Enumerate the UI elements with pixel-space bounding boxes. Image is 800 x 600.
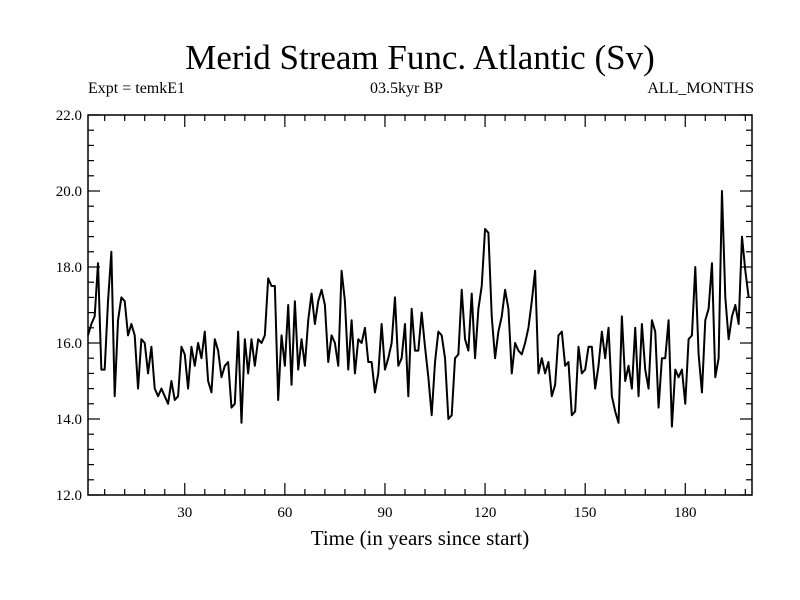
experiment-label: Expt = temkE1: [88, 80, 186, 97]
y-tick-label: 18.0: [56, 260, 82, 276]
months-label: ALL_MONTHS: [647, 80, 754, 97]
plot-frame: [87, 114, 753, 496]
y-tick-label: 20.0: [56, 184, 82, 200]
axis-tick-labels: 30 60 90 120 150 180 12.0 14.0 16.0 18.0 20.0 22.0: [56, 108, 697, 521]
x-tick-label: 90: [377, 505, 392, 521]
x-tick-label: 60: [277, 505, 292, 521]
y-tick-label: 12.0: [56, 488, 82, 504]
x-tick-label: 30: [177, 505, 192, 521]
x-tick-label: 150: [574, 505, 597, 521]
y-tick-label: 16.0: [56, 336, 82, 352]
axis-ticks: [88, 114, 752, 496]
chart-title: Merid Stream Func. Atlantic (Sv): [185, 38, 655, 77]
y-tick-label: 22.0: [56, 108, 82, 124]
series-line: [87, 190, 750, 428]
x-tick-label: 180: [674, 505, 697, 521]
period-label: 03.5kyr BP: [370, 80, 443, 97]
x-axis-label: Time (in years since start): [310, 526, 530, 550]
y-tick-label: 14.0: [56, 412, 82, 428]
x-tick-label: 120: [474, 505, 497, 521]
